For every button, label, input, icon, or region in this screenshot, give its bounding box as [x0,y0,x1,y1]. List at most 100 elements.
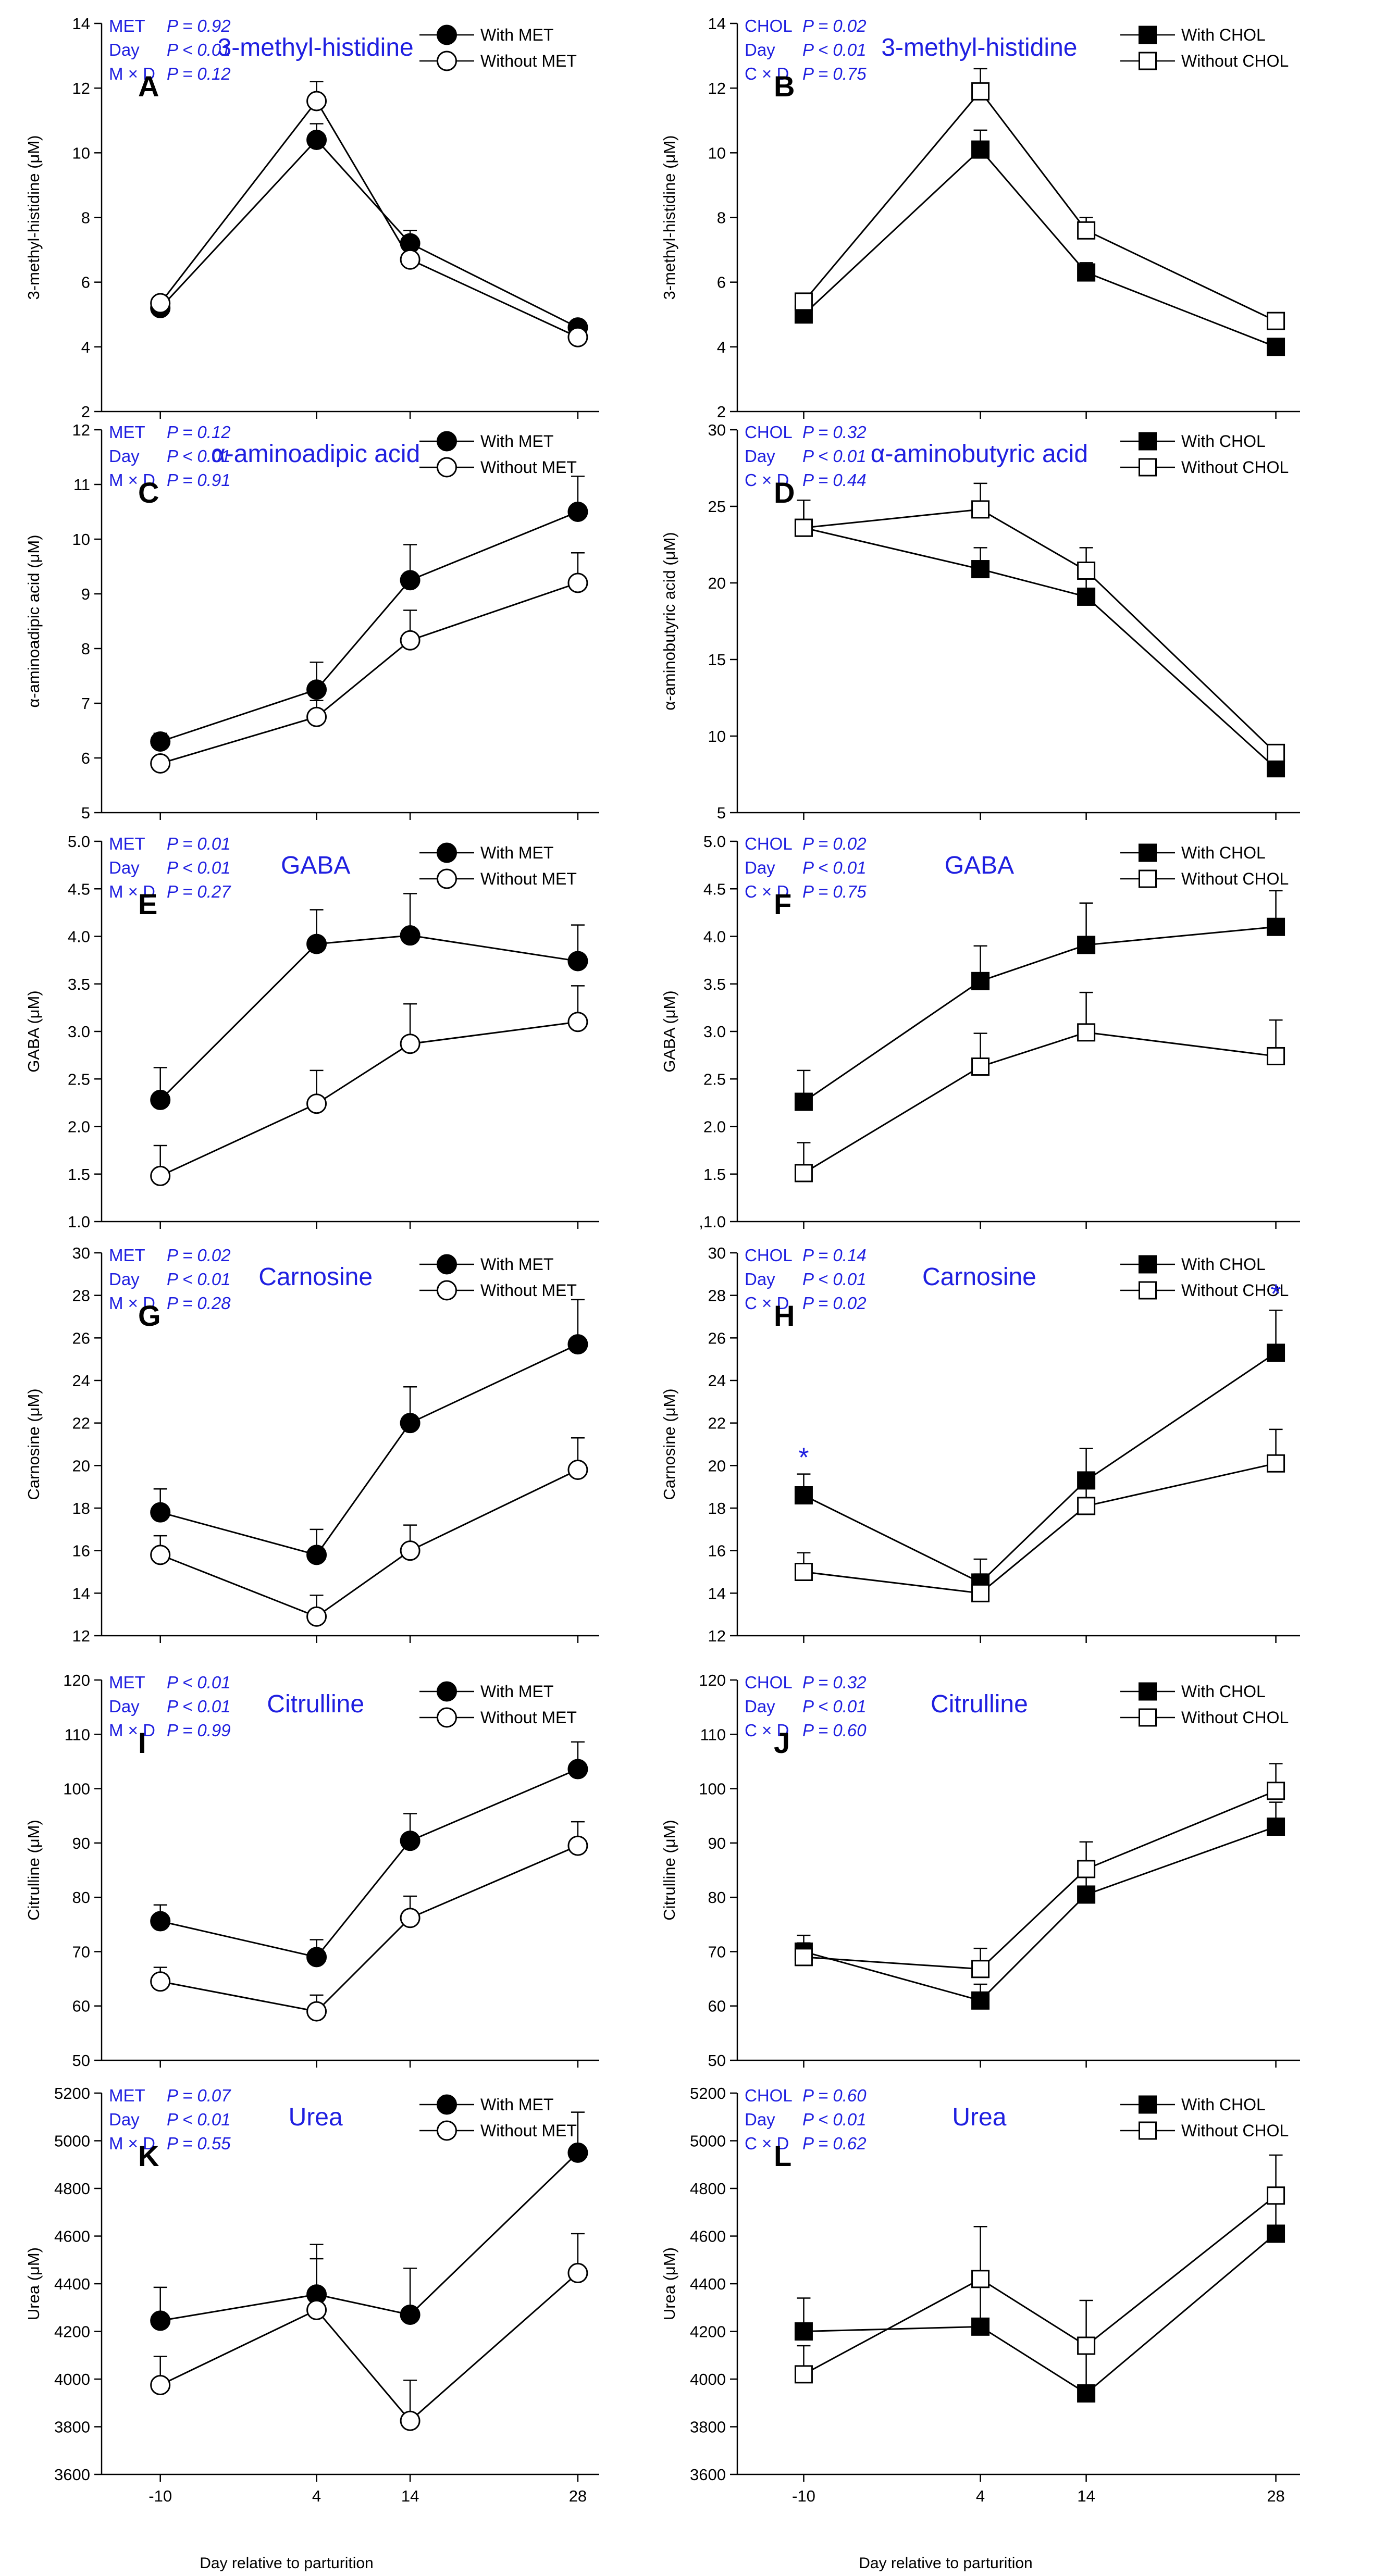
y-axis-label: GABA (μM) [24,990,43,1072]
data-point [794,1563,813,1581]
legend-marker [1139,869,1157,888]
legend-marker [1139,52,1157,70]
panel-e: 1.0 1.5 2.0 2.5 3.0 3.5 4.0 4.5 5.0 GABA (μM) MET P… [24,832,599,1231]
data-point [400,925,420,946]
data-point [794,1948,813,1967]
panel-letter: C [138,476,159,509]
y-tick-label: 3600 [54,2466,90,2484]
data-point [794,518,813,537]
y-tick-label: 14 [72,15,90,33]
y-tick-label: 30 [72,1244,90,1262]
y-tick-label: 10 [72,144,90,162]
y-tick-label: 30 [708,1244,726,1262]
y-tick-label: 4600 [54,2227,90,2246]
data-point [1267,1343,1285,1362]
y-tick-label: 4 [81,338,90,356]
data-point [1267,312,1285,330]
stat-p-value: P = 0.75 [802,882,867,901]
stat-name: MET [109,16,145,35]
y-tick-label: 10 [708,144,726,162]
data-point [306,2299,327,2320]
panel-letter: E [138,888,157,920]
panel-title: 3-methyl-histidine [881,34,1077,61]
y-tick-label: 60 [708,1997,726,2015]
y-tick-label: 4.5 [68,880,90,898]
y-tick-label: 12 [708,1627,726,1645]
series-line [160,1469,578,1617]
stat-p-value: P < 0.01 [802,446,867,466]
data-point [1077,1860,1096,1878]
legend-label: With MET [480,432,553,451]
series-open [150,985,588,1186]
legend-marker [437,2120,457,2141]
stat-p-value: P = 0.92 [167,16,231,35]
series-line [803,508,1277,754]
y-axis-label: GABA (μM) [660,990,678,1072]
legend-marker [1139,2095,1157,2114]
legend-label: With MET [480,2095,553,2114]
data-point [1077,2384,1096,2403]
data-point [150,731,171,752]
panel-letter: H [774,1299,795,1332]
y-axis-label: Carnosine (μM) [24,1388,43,1500]
data-point [1267,917,1285,936]
data-point [971,2317,990,2336]
data-point [306,1545,327,1565]
y-tick-label: 20 [708,1457,726,1475]
series-open [794,68,1285,330]
stat-name: MET [109,1673,145,1692]
y-tick-label: 10 [708,727,726,745]
data-point [794,2365,813,2384]
legend-label: Without MET [480,52,577,70]
data-point [794,2322,813,2341]
legend-marker [437,1707,457,1728]
legend-marker [437,1681,457,1702]
data-point [794,1164,813,1183]
x-axis-label-left: Day relative to parturition [200,2555,374,2572]
y-tick-label: 5200 [54,2084,90,2102]
y-tick-label: 11 [73,476,90,494]
y-tick-label: 3800 [54,2418,90,2436]
legend-marker [1139,843,1157,862]
y-axis-label: 3-methyl-histidine (μM) [660,135,678,300]
y-tick-label: 3.0 [68,1023,90,1041]
series-open [150,1821,588,2022]
series-filled [150,1299,588,1565]
series-open [150,1437,588,1627]
stat-p-value: P = 0.60 [802,1721,867,1740]
panel-title: Carnosine [258,1263,373,1291]
legend-label: With CHOL [1181,2095,1266,2114]
y-tick-label: 20 [708,574,726,592]
legend-marker [437,2094,457,2115]
panel-letter: I [138,1726,146,1759]
y-tick-label: 30 [708,421,726,439]
data-point [971,1057,990,1076]
data-point [400,2304,420,2325]
data-point [400,1908,420,1928]
y-tick-label: 7 [81,694,90,713]
y-tick-label: 28 [72,1287,90,1305]
series-open [794,1763,1285,1978]
y-tick-label: 3.0 [703,1023,726,1041]
data-point [306,679,327,700]
stat-name: Day [109,40,140,59]
data-point [306,1947,327,1968]
data-point [306,706,327,727]
legend-label: Without CHOL [1181,1708,1289,1727]
data-point [150,1971,171,1992]
y-tick-label: 12 [72,421,90,439]
legend-marker [1139,2121,1157,2140]
series-open [794,991,1285,1183]
data-point [1077,936,1096,954]
stat-p-value: P < 0.01 [167,1697,231,1716]
stat-name: Day [745,858,775,877]
legend-label: Without MET [480,458,577,477]
stat-p-value: P = 0.32 [802,1673,867,1692]
y-tick-label: 5000 [690,2132,726,2150]
legend-label: With MET [480,26,553,44]
series-filled [150,476,588,752]
data-point [1077,1885,1096,1904]
stat-p-value: P = 0.02 [802,1293,867,1313]
panel-f: ,1.0 1.5 2.0 2.5 3.0 3.5 4.0 4.5 5.0 GABA (μM) CHO… [660,832,1300,1231]
y-tick-label: 18 [708,1499,726,1517]
